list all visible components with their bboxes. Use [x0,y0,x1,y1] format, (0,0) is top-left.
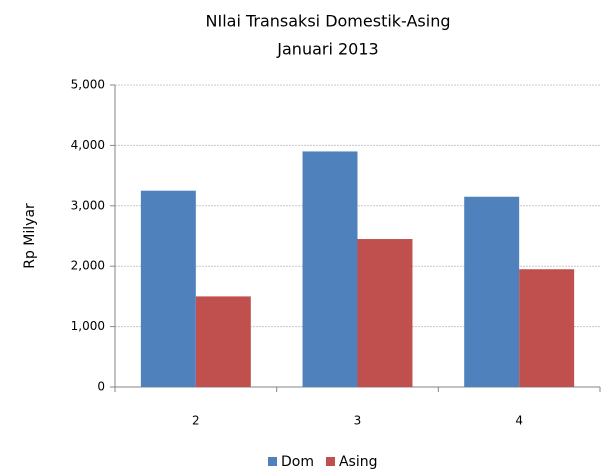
y-tick-label: 3,000 [71,198,105,212]
y-axis-title: Rp Milyar [22,203,38,269]
bar [464,196,520,387]
chart-subtitle: Januari 2013 [276,40,378,59]
y-tick-label: 5,000 [71,78,105,92]
chart-title: NIlai Transaksi Domestik-Asing [206,12,451,31]
y-tick-label: 4,000 [71,138,105,152]
y-tick-label: 1,000 [71,319,105,333]
y-tick-label: 0 [97,380,105,394]
bar [302,151,358,387]
legend-swatch [325,457,335,466]
bar [519,269,575,387]
bar [140,190,196,387]
legend-label: Dom [281,454,314,470]
y-tick-label: 2,000 [71,259,105,273]
legend-item: Asing [325,454,378,470]
legend-label: Asing [339,454,378,470]
x-tick-label: 4 [515,414,523,428]
legend-swatch [268,457,277,466]
x-tick-label: 2 [192,414,200,428]
x-tick-label: 3 [354,414,362,428]
legend-item: Dom [268,454,314,470]
bar [357,239,413,387]
bar [195,296,251,387]
